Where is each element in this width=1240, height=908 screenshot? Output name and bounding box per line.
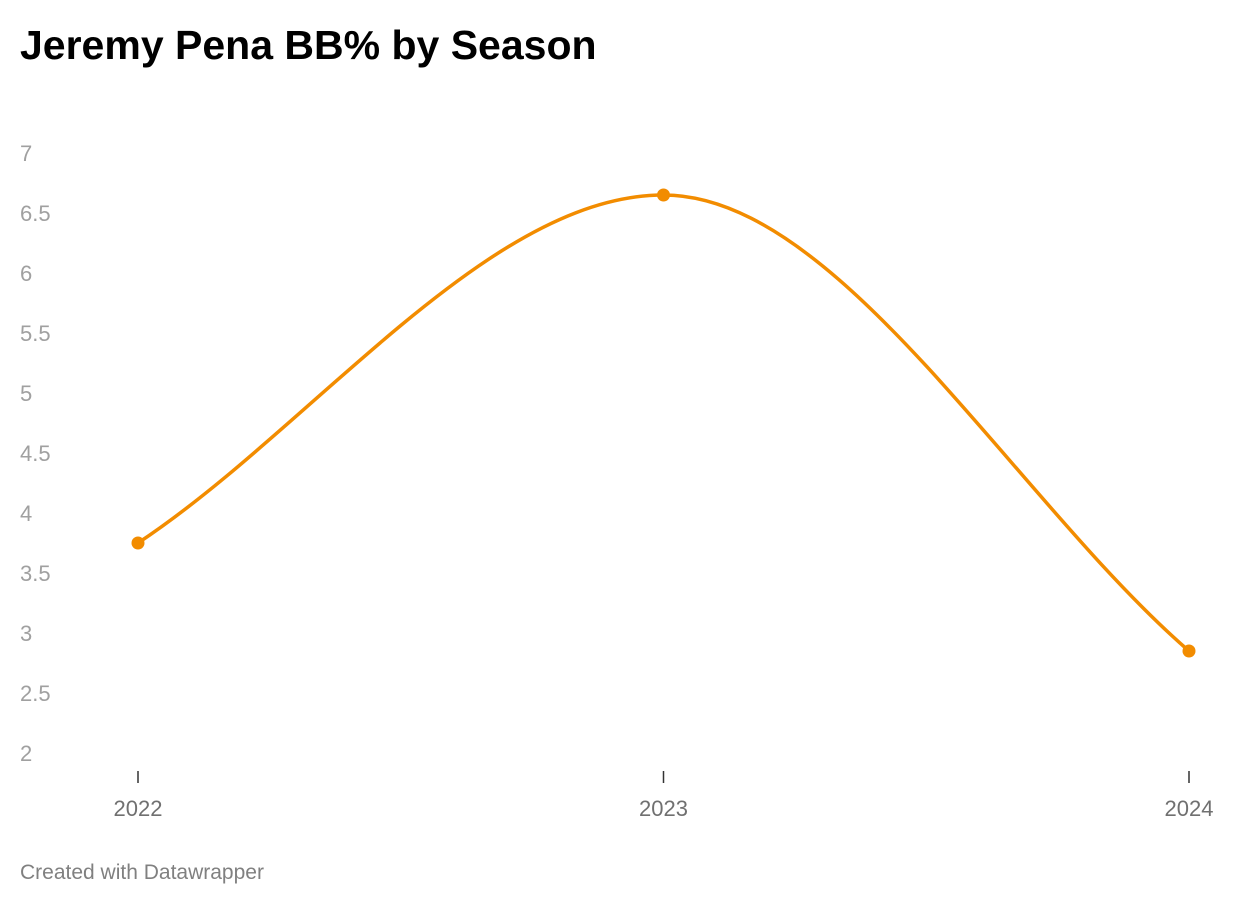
data-point-2024[interactable]	[1182, 644, 1196, 658]
y-tick-label: 7	[20, 141, 32, 166]
data-point-2022[interactable]	[131, 536, 145, 550]
y-tick-label: 5	[20, 381, 32, 406]
data-point-2023[interactable]	[657, 188, 670, 202]
y-tick-label: 6.5	[20, 201, 51, 226]
series-layer	[131, 188, 1196, 658]
y-tick-label: 2	[20, 741, 32, 766]
x-tick-label: 2023	[639, 796, 688, 821]
x-tick-label: 2022	[114, 796, 163, 821]
y-tick-label: 3.5	[20, 561, 51, 586]
x-tick-label: 2024	[1165, 796, 1214, 821]
y-tick-label: 3	[20, 621, 32, 646]
footer-credit: Created with Datawrapper	[20, 861, 264, 884]
y-tick-label: 4	[20, 501, 32, 526]
y-tick-label: 6	[20, 261, 32, 286]
y-tick-label: 5.5	[20, 321, 51, 346]
series-line	[136, 193, 1191, 653]
y-tick-label: 2.5	[20, 681, 51, 706]
y-tick-label: 4.5	[20, 441, 51, 466]
chart-title: Jeremy Pena BB% by Season	[20, 22, 597, 68]
x-axis: 2022 2023 2024	[114, 771, 1214, 821]
y-axis: 7 6.5 6 5.5 5 4.5 4 3.5 3 2.5 2	[20, 141, 51, 766]
